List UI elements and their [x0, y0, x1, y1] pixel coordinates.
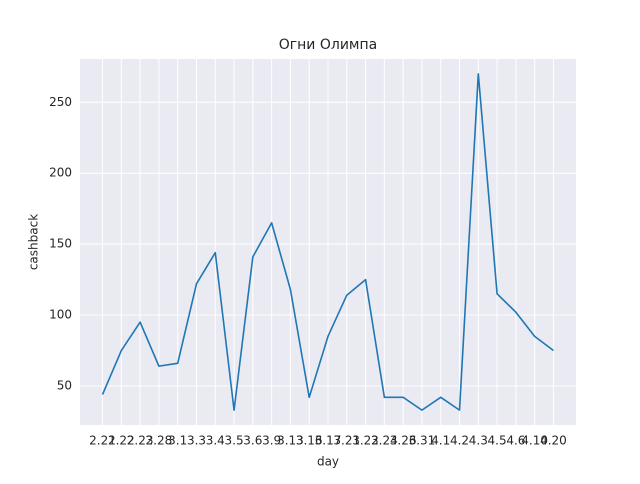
x-tick-label: 3.6	[243, 434, 262, 448]
x-axis-label: day	[317, 455, 339, 469]
x-tick-label: 4.20	[540, 434, 567, 448]
y-tick-label: 250	[49, 95, 72, 109]
x-tick-label: 2.22	[108, 434, 135, 448]
x-tick-label: 4.3	[469, 434, 488, 448]
x-tick-label: 3.22	[352, 434, 379, 448]
grid	[80, 59, 576, 425]
x-tick-label: 4.10	[521, 434, 548, 448]
y-tick-label: 150	[49, 237, 72, 251]
y-tick-label: 200	[49, 166, 72, 180]
x-tick-label: 2.28	[146, 434, 173, 448]
chart-title: Огни Олимпа	[279, 37, 377, 53]
y-axis-label: cashback	[27, 214, 41, 270]
line-series	[101, 73, 554, 411]
x-tick-label: 3.26	[390, 434, 417, 448]
x-tick-label: 3.24	[371, 434, 398, 448]
x-tick-label: 3.13	[277, 434, 304, 448]
x-tick-label: 2.21	[89, 434, 116, 448]
x-tick-label: 4.6	[506, 434, 525, 448]
x-tick-label: 3.17	[315, 434, 342, 448]
y-tick-label: 50	[57, 378, 72, 392]
x-tick-label: 3.31	[409, 434, 436, 448]
x-tick-label: 4.1	[431, 434, 450, 448]
x-tick-label: 3.21	[333, 434, 360, 448]
x-tick-label: 3.1	[168, 434, 187, 448]
x-tick-label: 2.23	[127, 434, 154, 448]
marks	[101, 73, 554, 411]
x-tick-label: 3.3	[187, 434, 206, 448]
x-tick-label: 4.2	[450, 434, 469, 448]
x-tick-label: 4.5	[488, 434, 507, 448]
y-tick-label: 100	[49, 308, 72, 322]
x-tick-label: 3.5	[225, 434, 244, 448]
x-tick-label: 3.16	[296, 434, 323, 448]
x-tick-label: 3.9	[262, 434, 281, 448]
x-tick-label: 3.4	[206, 434, 225, 448]
